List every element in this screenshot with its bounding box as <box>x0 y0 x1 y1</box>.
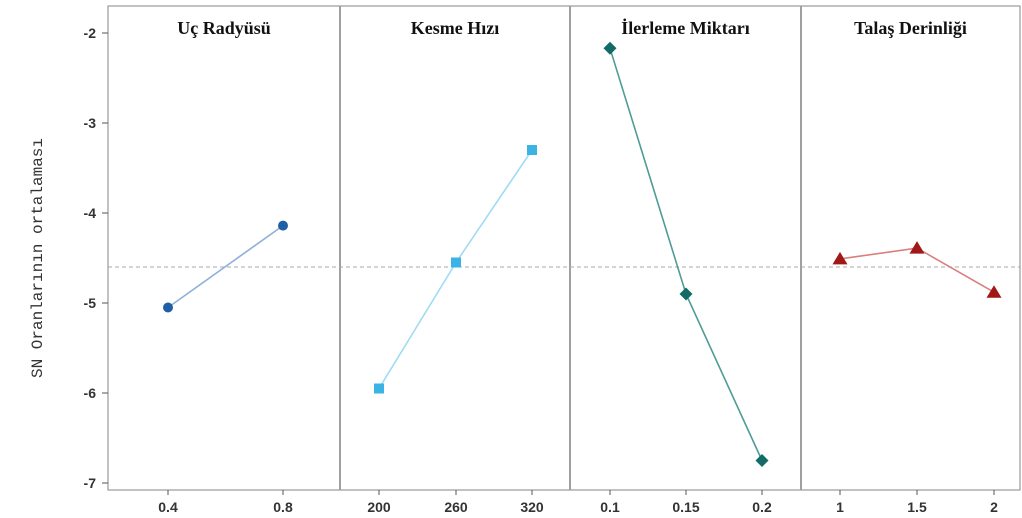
y-tick-label: -3 <box>84 115 97 131</box>
data-point <box>755 454 769 467</box>
data-point <box>374 383 384 394</box>
x-tick-label: 0.15 <box>672 499 699 515</box>
x-tick-label: 260 <box>444 499 468 515</box>
data-point <box>163 302 173 313</box>
y-axis: -2 -3 -4 -5 -6 -7 <box>84 25 108 491</box>
x-tick-label: 1 <box>836 499 844 515</box>
panel-2: Kesme Hızı 200 260 320 <box>367 18 544 515</box>
x-tick-label: 0.8 <box>273 499 293 515</box>
data-point <box>451 257 461 268</box>
data-point <box>909 241 925 254</box>
panel-1: Uç Radyüsü 0.4 0.8 <box>158 18 293 515</box>
data-point <box>679 287 693 301</box>
x-tick-label: 1.5 <box>907 499 927 515</box>
y-tick-label: -6 <box>84 385 97 401</box>
data-point <box>278 220 288 231</box>
x-tick-label: 200 <box>367 499 391 515</box>
data-point <box>603 41 617 55</box>
panel-3: İlerleme Miktarı 0.1 0.15 0.2 <box>600 18 772 515</box>
plot-frame <box>107 5 1021 491</box>
x-tick-label: 2 <box>990 499 998 515</box>
x-tick-label: 0.2 <box>752 499 772 515</box>
panel-title: Uç Radyüsü <box>177 18 271 38</box>
series-line <box>609 48 763 461</box>
x-tick-label: 0.1 <box>600 499 620 515</box>
panel-4: Talaş Derinliği 1 1.5 2 <box>832 18 1002 515</box>
x-tick-label: 320 <box>520 499 544 515</box>
data-point <box>832 251 848 265</box>
y-tick-label: -5 <box>84 295 97 311</box>
data-point <box>986 285 1002 298</box>
panel-title: Kesme Hızı <box>411 18 499 38</box>
data-point <box>527 145 537 155</box>
panel-title: Talaş Derinliği <box>854 18 967 38</box>
panels: Uç Radyüsü 0.4 0.8 Kesme Hızı 200 260 320 İlerl… <box>158 18 1002 515</box>
y-tick-label: -4 <box>84 205 97 221</box>
series-line <box>378 149 533 389</box>
y-tick-label: -7 <box>84 475 97 491</box>
series-line <box>167 224 284 309</box>
x-tick-label: 0.4 <box>158 499 178 515</box>
plot-border <box>107 5 1021 491</box>
panel-title: İlerleme Miktarı <box>621 18 749 38</box>
y-tick-label: -2 <box>84 25 97 41</box>
series-line <box>839 247 995 293</box>
